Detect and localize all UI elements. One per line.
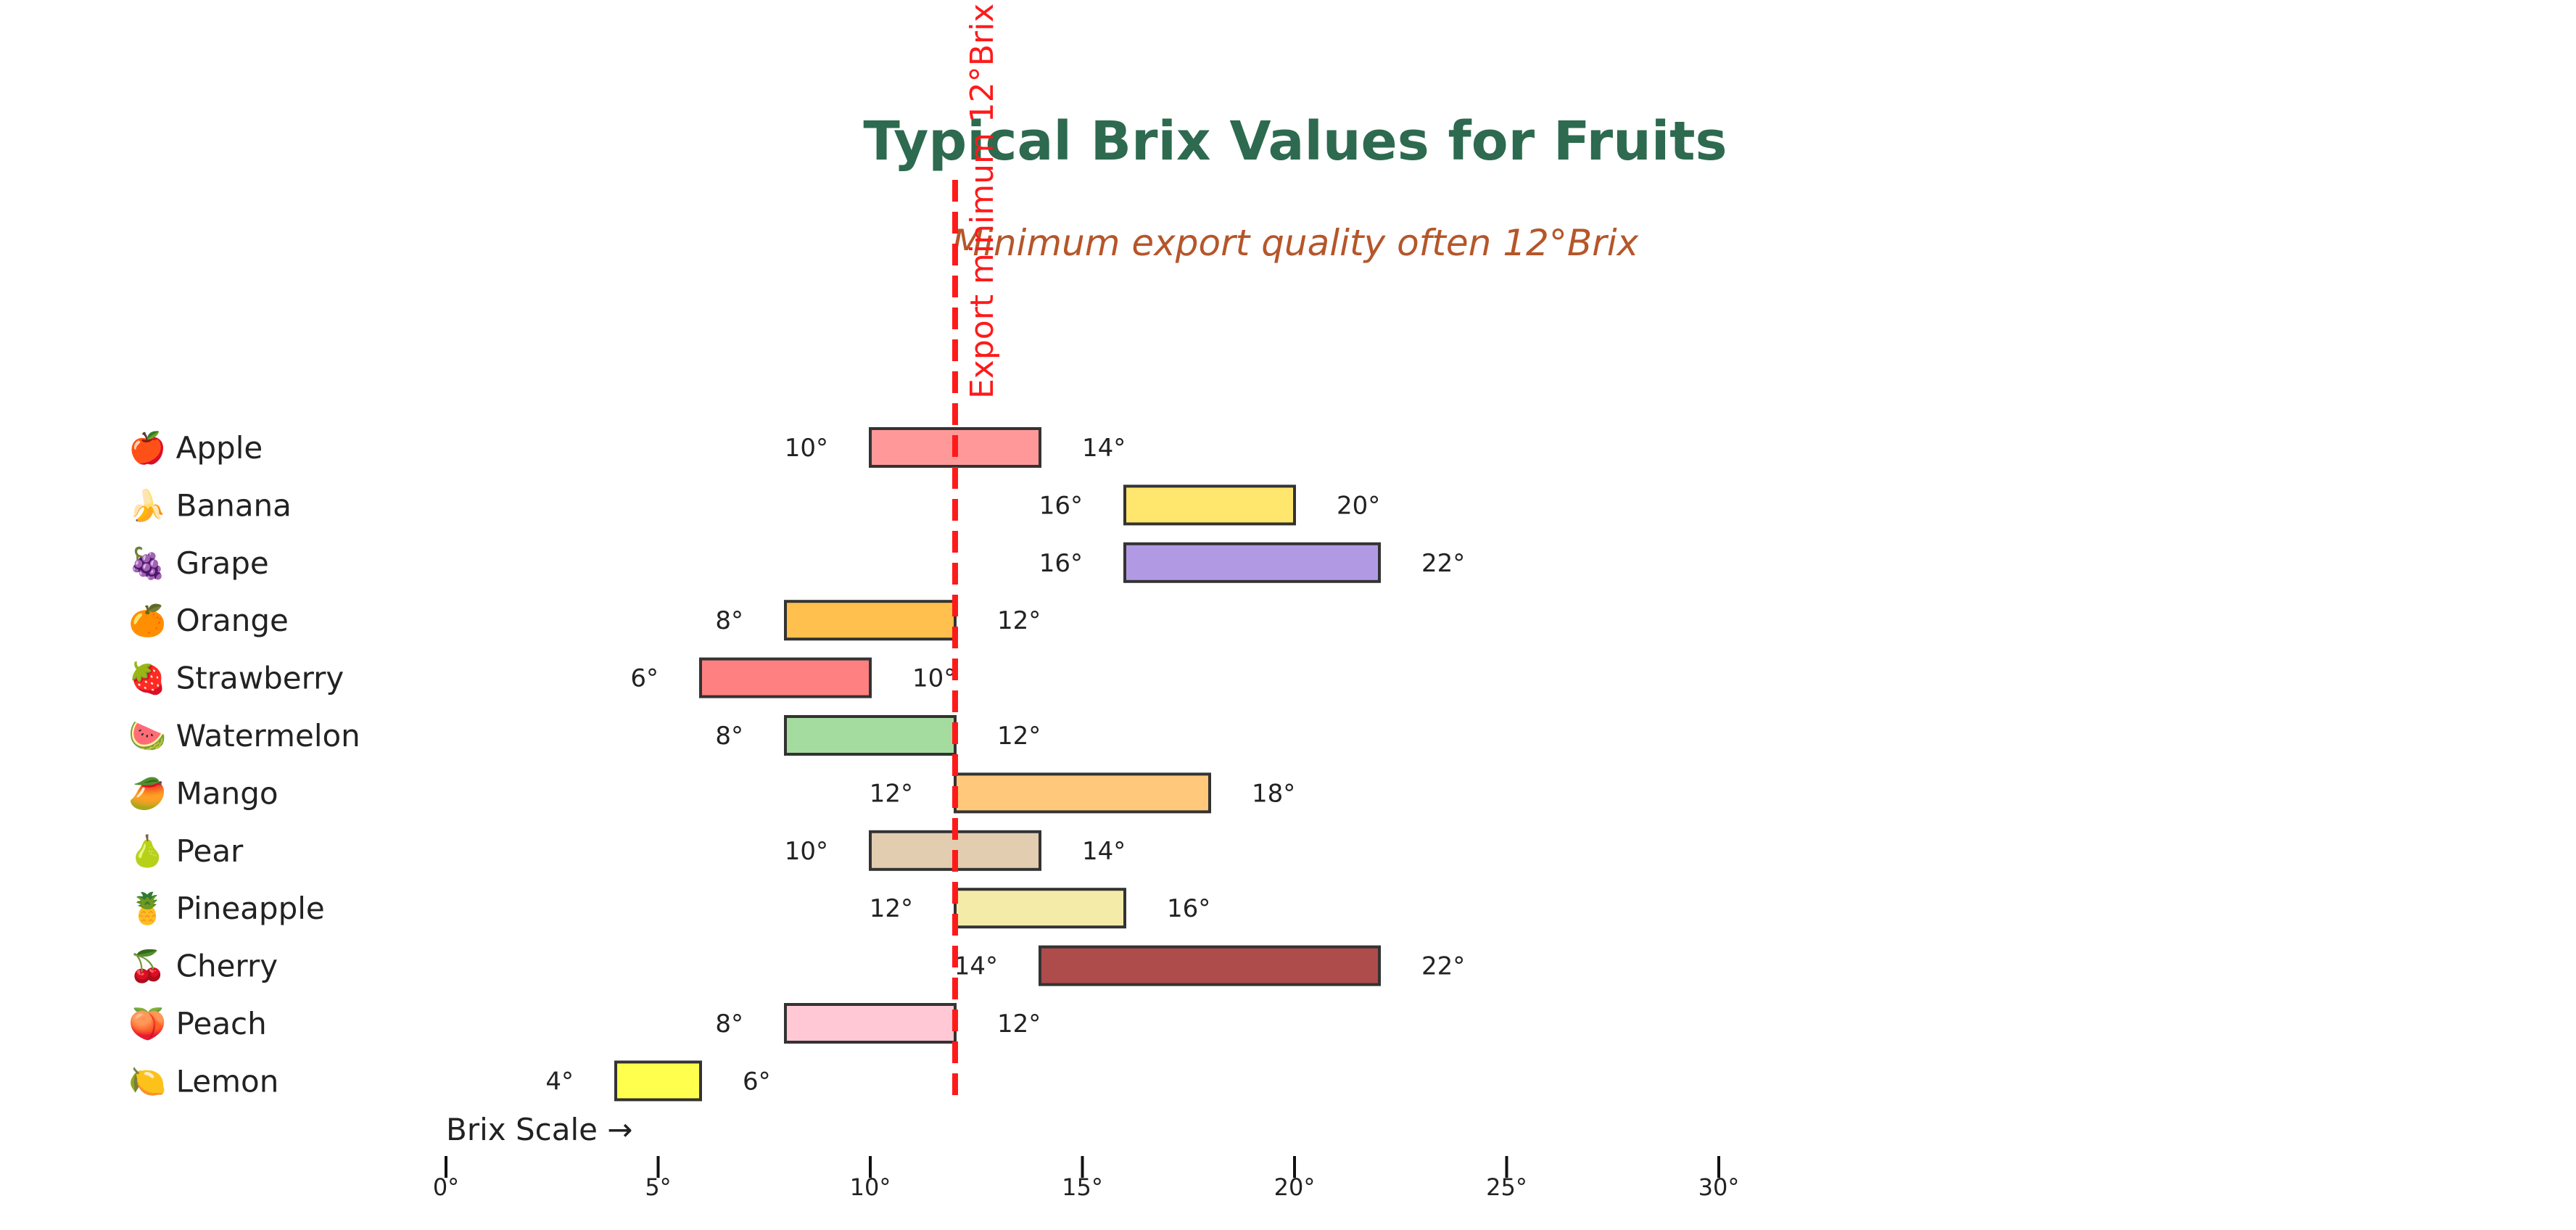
- category-label-watermelon: 🍉 Watermelon: [128, 718, 360, 754]
- chart-subtitle: Minimum export quality often 12°Brix: [952, 222, 1639, 264]
- min-label-mango: 12°: [870, 779, 913, 808]
- min-label-pear: 10°: [785, 837, 828, 866]
- bar-peach: [784, 1003, 957, 1044]
- bar-lemon: [614, 1060, 702, 1102]
- x-tick-label: 10°: [850, 1173, 891, 1201]
- max-label-cherry: 22°: [1421, 952, 1465, 981]
- min-label-orange: 8°: [715, 606, 743, 635]
- max-label-orange: 12°: [997, 606, 1041, 635]
- min-label-cherry: 14°: [954, 952, 998, 981]
- chart-title: Typical Brix Values for Fruits: [863, 110, 1727, 173]
- bar-pineapple: [954, 888, 1126, 929]
- category-label-peach: 🍑 Peach: [128, 1006, 267, 1041]
- x-tick-label: 20°: [1274, 1173, 1316, 1201]
- min-label-apple: 10°: [785, 434, 828, 463]
- max-label-peach: 12°: [997, 1010, 1041, 1039]
- max-label-strawberry: 10°: [912, 664, 956, 693]
- max-label-pineapple: 16°: [1167, 894, 1210, 923]
- bar-banana: [1123, 484, 1296, 526]
- max-label-grape: 22°: [1421, 549, 1465, 578]
- x-tick-label: 5°: [645, 1173, 671, 1201]
- reference-line-group: Export minimum 12°Brix: [952, 4, 1001, 1099]
- bar-watermelon: [784, 715, 957, 756]
- category-label-orange: 🍊 Orange: [128, 603, 289, 638]
- min-label-watermelon: 8°: [715, 722, 743, 751]
- category-label-banana: 🍌 Banana: [128, 487, 292, 523]
- min-label-grape: 16°: [1039, 549, 1083, 578]
- x-axis: 0° 5° 10° 15° 20° 25° 30°: [433, 1156, 1740, 1201]
- max-label-apple: 14°: [1082, 434, 1126, 463]
- reference-line-label: Export minimum 12°Brix: [964, 4, 1001, 399]
- min-label-peach: 8°: [715, 1010, 743, 1039]
- x-tick-label: 25°: [1486, 1173, 1527, 1201]
- x-axis-label: Brix Scale →: [446, 1112, 633, 1147]
- min-label-strawberry: 6°: [630, 664, 659, 693]
- min-label-pineapple: 12°: [870, 894, 913, 923]
- x-tick-label: 15°: [1062, 1173, 1103, 1201]
- max-label-watermelon: 12°: [997, 722, 1041, 751]
- category-label-cherry: 🍒 Cherry: [128, 949, 278, 985]
- min-label-lemon: 4°: [545, 1067, 574, 1096]
- category-label-grape: 🍇 Grape: [128, 545, 269, 582]
- max-label-pear: 14°: [1082, 837, 1126, 866]
- bar-cherry: [1039, 945, 1381, 986]
- max-label-lemon: 6°: [743, 1067, 771, 1096]
- bar-mango: [954, 772, 1211, 814]
- category-label-apple: 🍎 Apple: [128, 429, 263, 466]
- bar-group: 🍎 Apple 10° 14° 🍌 Banana 16° 20° 🍇 Grape 16° 22°…: [128, 427, 1465, 1102]
- category-label-pineapple: 🍍 Pineapple: [128, 891, 325, 926]
- bar-orange: [784, 600, 957, 641]
- category-label-strawberry: 🍓 Strawberry: [128, 661, 344, 696]
- x-tick-label: 30°: [1698, 1173, 1740, 1201]
- max-label-mango: 18°: [1252, 779, 1295, 808]
- max-label-banana: 20°: [1337, 491, 1380, 520]
- bar-strawberry: [699, 657, 872, 698]
- min-label-banana: 16°: [1039, 491, 1083, 520]
- category-label-mango: 🥭 Mango: [128, 775, 278, 812]
- bar-grape: [1123, 542, 1381, 583]
- x-tick-label: 0°: [433, 1173, 459, 1201]
- category-label-pear: 🍐 Pear: [128, 833, 244, 869]
- category-label-lemon: 🍋 Lemon: [128, 1063, 278, 1099]
